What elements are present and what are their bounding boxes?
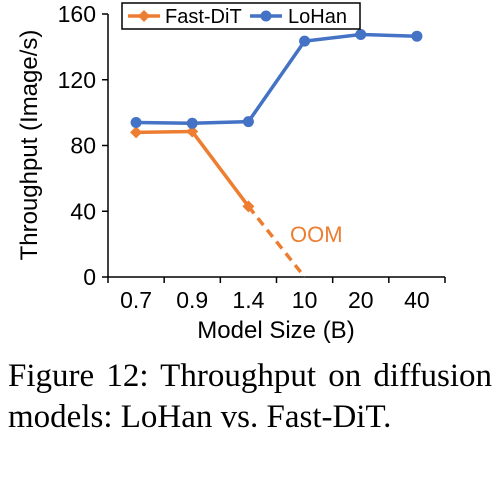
fast-dit-oom-projection	[247, 205, 306, 279]
figure-caption: Figure 12: Throughput on diffusion model…	[8, 358, 492, 435]
legend-label-fast-dit: Fast-DiT	[165, 6, 242, 28]
x-tick-label: 20	[348, 287, 374, 313]
legend-marker-fast-dit	[138, 10, 150, 22]
fast-dit-series-line	[136, 129, 250, 208]
fast-dit-point	[130, 126, 143, 139]
lohan-point	[299, 35, 311, 47]
lohan-point	[186, 117, 198, 129]
x-tick-labels: 0.7 0.9 1.4 10 20 40	[120, 287, 430, 313]
lohan-point	[130, 116, 142, 128]
y-tick-labels: 0 40 80 120 160	[58, 1, 96, 290]
legend-box	[121, 2, 361, 30]
y-tick-label: 0	[83, 264, 96, 290]
x-tick-label: 0.7	[120, 287, 152, 313]
lohan-point	[411, 30, 423, 42]
y-tick-label: 120	[58, 67, 96, 93]
x-tick-label: 10	[292, 287, 318, 313]
legend-label-lohan: LoHan	[288, 6, 347, 28]
x-tick-label: 1.4	[232, 287, 264, 313]
chart-axes	[102, 13, 446, 283]
legend-marker-lohan	[260, 10, 272, 22]
x-tick-label: 0.9	[176, 287, 208, 313]
y-tick-label: 160	[58, 1, 96, 27]
fast-dit-point	[186, 125, 199, 138]
throughput-chart: 0 40 80 120 160 0.7 0.9 1.4 10 20 40 OOM Model Si…	[16, 1, 446, 344]
fast-dit-point	[242, 200, 255, 213]
chart-series	[130, 29, 423, 279]
y-tick-label: 40	[70, 198, 96, 224]
x-axis-label: Model Size (B)	[197, 317, 354, 344]
chart-legend: Fast-DiT LoHan	[121, 2, 361, 30]
x-tick-label: 40	[404, 287, 430, 313]
y-axis-label: Throughput (Image/s)	[16, 30, 43, 261]
lohan-point	[355, 29, 367, 41]
y-tick-label: 80	[70, 133, 96, 159]
lohan-series-line	[136, 32, 417, 126]
lohan-point	[242, 116, 254, 128]
annotation-oom: OOM	[290, 222, 343, 247]
